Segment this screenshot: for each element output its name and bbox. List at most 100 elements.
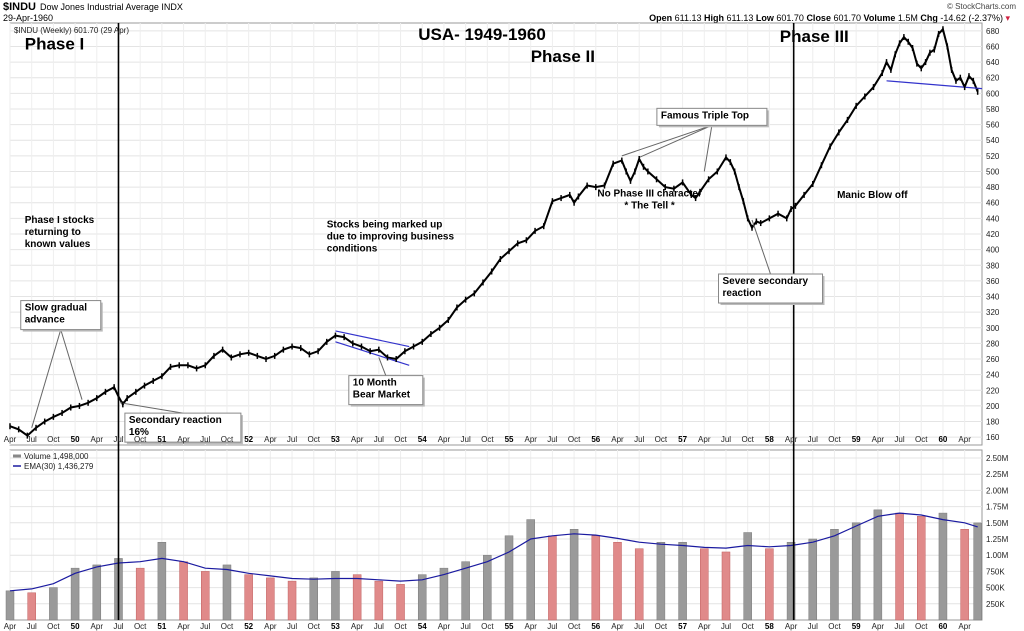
price-x-tick-label: Apr <box>438 435 451 444</box>
price-x-tick-label: Oct <box>741 435 754 444</box>
trendline <box>335 330 410 348</box>
price-y-tick-label: 660 <box>986 42 1000 51</box>
volume-x-tick-label: Oct <box>134 622 147 631</box>
volume-x-tick-label: 57 <box>678 622 687 631</box>
volume-bar <box>830 529 839 621</box>
annotation-pointer <box>378 357 387 376</box>
price-x-tick-label: Apr <box>91 435 104 444</box>
price-x-tick-label: Jul <box>27 435 37 444</box>
volume-bar <box>613 541 622 621</box>
price-x-tick-label: Oct <box>828 435 841 444</box>
price-y-tick-label: 580 <box>986 105 1000 114</box>
close-value: 601.70 <box>833 13 861 23</box>
volume-bar <box>179 561 188 621</box>
price-y-tick-label: 240 <box>986 371 1000 380</box>
price-x-tick-label: 55 <box>505 435 514 444</box>
price-x-tick-label: Apr <box>524 435 537 444</box>
volume-x-tick-label: Jul <box>200 622 210 631</box>
quote-summary: Open 611.13 High 611.13 Low 601.70 Close… <box>649 13 1010 24</box>
volume-bar <box>70 567 80 621</box>
volume-x-tick-label: Apr <box>785 622 798 631</box>
price-y-tick-label: 540 <box>986 136 1000 145</box>
price-x-tick-label: 51 <box>157 435 166 444</box>
volume-bar <box>49 587 58 621</box>
price-x-tick-label: 52 <box>244 435 253 444</box>
price-x-tick-label: Oct <box>481 435 494 444</box>
chg-label: Chg <box>920 13 938 23</box>
volume-x-tick-label: Jul <box>374 622 384 631</box>
volume-bar <box>786 541 796 621</box>
price-x-tick-label: Jul <box>634 435 644 444</box>
price-x-tick-label: Jul <box>808 435 818 444</box>
volume-bar <box>417 574 427 621</box>
volume-x-tick-label: Oct <box>221 622 234 631</box>
high-value: 611.13 <box>726 13 754 23</box>
annotation-text: No Phase III character <box>597 188 702 199</box>
volume-x-tick-label: Jul <box>287 622 297 631</box>
volume-bar <box>439 567 449 621</box>
volume-x-tick-label: Jul <box>113 622 123 631</box>
volume-bar <box>331 571 340 621</box>
volume-x-tick-label: Oct <box>655 622 668 631</box>
price-x-tick-label: Jul <box>374 435 384 444</box>
low-label: Low <box>755 13 774 23</box>
volume-bar <box>678 541 687 621</box>
annotation-text: Manic Blow off <box>837 190 908 201</box>
volume-x-tick-label: 59 <box>852 622 861 631</box>
volume-y-tick-label: 500K <box>986 584 1005 593</box>
phase-lines <box>117 23 795 620</box>
price-x-tick-label: 54 <box>418 435 427 444</box>
price-x-tick-label: 53 <box>331 435 340 444</box>
volume-x-tick-label: Apr <box>958 622 971 631</box>
price-x-tick-label: 56 <box>591 435 600 444</box>
price-y-tick-label: 180 <box>986 418 1000 427</box>
price-x-tick-label: Oct <box>134 435 147 444</box>
price-x-tick-label: Apr <box>611 435 624 444</box>
price-y-axis: 160 180 200 220 240 260 280 300 320 340 360 380 400 4… <box>986 27 1000 442</box>
chg-value: -14.62 (-2.37%) <box>940 13 1003 23</box>
open-value: 611.13 <box>674 13 702 23</box>
price-x-tick-label: Oct <box>221 435 234 444</box>
price-x-tick-label: Apr <box>785 435 798 444</box>
volume-x-tick-label: Jul <box>808 622 818 631</box>
volume-x-axis: Apr Jul Oct 50 Apr Jul Oct 51 Apr Jul Oct 52 Apr Jul O… <box>4 622 971 631</box>
volume-x-tick-label: Oct <box>308 622 321 631</box>
volume-y-tick-label: 750K <box>986 567 1005 576</box>
volume-bar <box>244 574 253 621</box>
volume-x-tick-label: Jul <box>721 622 731 631</box>
volume-y-tick-label: 250K <box>986 600 1005 609</box>
volume-bar <box>309 577 318 621</box>
volume-x-tick-label: Oct <box>568 622 581 631</box>
price-y-tick-label: 640 <box>986 58 1000 67</box>
price-y-tick-label: 480 <box>986 183 1000 192</box>
chart-date: 29-Apr-1960 <box>3 13 54 23</box>
volume-x-tick-label: Jul <box>461 622 471 631</box>
annotation-text: 10 Month <box>353 378 397 389</box>
volume-x-tick-label: Apr <box>524 622 537 631</box>
volume-bar <box>27 592 36 621</box>
trendline <box>886 80 983 90</box>
price-x-tick-label: Oct <box>915 435 928 444</box>
volume-x-tick-label: Apr <box>438 622 451 631</box>
volume-x-tick-label: Oct <box>915 622 928 631</box>
price-y-tick-label: 160 <box>986 433 1000 442</box>
chart-instrument-name: Dow Jones Industrial Average INDX <box>40 2 183 12</box>
annotation-phase: Phase III <box>780 27 849 46</box>
volume-bar <box>483 554 492 621</box>
volume-x-tick-label: Apr <box>4 622 17 631</box>
volume-x-tick-label: Oct <box>394 622 407 631</box>
volume-bar <box>721 551 731 621</box>
close-label: Close <box>806 13 831 23</box>
price-y-tick-label: 600 <box>986 89 1000 98</box>
volume-bar <box>917 516 926 621</box>
volume-x-tick-label: Apr <box>91 622 104 631</box>
volume-bar <box>374 580 384 621</box>
ema-legend: EMA(30) 1,436,279 <box>24 462 94 471</box>
volume-bar <box>895 512 904 621</box>
price-x-tick-label: Apr <box>351 435 364 444</box>
price-y-tick-label: 680 <box>986 27 1000 36</box>
volume-bar <box>461 561 470 621</box>
